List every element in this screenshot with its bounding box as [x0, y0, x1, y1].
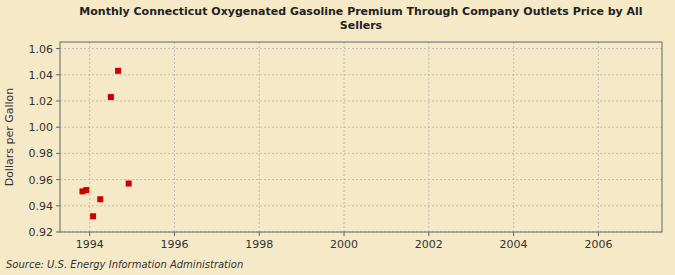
tick-label: 2004 — [500, 238, 528, 251]
grid-line — [60, 205, 662, 206]
tick-label: 0.98 — [29, 147, 54, 160]
tick-label: 2000 — [330, 238, 358, 251]
y-axis: 0.92 0.94 0.96 0.98 1.00 1.02 1.04 1.06 — [29, 43, 61, 239]
tick-label: 2006 — [584, 238, 612, 251]
grid-line — [60, 100, 662, 101]
point — [115, 68, 121, 74]
point — [108, 94, 114, 100]
point — [97, 196, 103, 202]
tick — [56, 48, 60, 49]
grid-line — [89, 42, 90, 232]
tick-label: 0.92 — [29, 226, 54, 239]
tick-label: 2002 — [415, 238, 443, 251]
grid-line — [60, 179, 662, 180]
tick-label: 0.94 — [29, 200, 54, 213]
tick — [174, 232, 175, 236]
tick-label: 1.04 — [29, 69, 54, 82]
grid — [60, 42, 662, 232]
tick-label: 1.06 — [29, 43, 54, 56]
tick — [56, 232, 60, 233]
point — [126, 181, 132, 187]
tick-label: 1998 — [245, 238, 273, 251]
grid-line — [60, 127, 662, 128]
source: Source: U.S. Energy Information Administ… — [6, 259, 243, 270]
title: Monthly Connecticut Oxygenated Gasoline … — [79, 5, 642, 32]
grid-line — [60, 153, 662, 154]
tick — [56, 179, 60, 180]
tick — [428, 232, 429, 236]
points — [79, 68, 131, 219]
tick-label: 1.00 — [29, 121, 54, 134]
tick — [513, 232, 514, 236]
plot-frame — [60, 42, 662, 232]
grid-line — [513, 42, 514, 232]
grid-line — [60, 74, 662, 75]
tick-label: 1994 — [76, 238, 104, 251]
tick — [259, 232, 260, 236]
chart: 1994 1996 1998 2000 2002 2004 2006 0.92 0.94 0.96… — [0, 0, 675, 275]
tick-label: 1996 — [160, 238, 188, 251]
x-axis: 1994 1996 1998 2000 2002 2004 2006 — [76, 232, 613, 251]
grid-line — [598, 42, 599, 232]
tick — [56, 153, 60, 154]
tick — [56, 100, 60, 101]
tick — [598, 232, 599, 236]
grid-line — [60, 48, 662, 49]
tick-label: 1.02 — [29, 95, 54, 108]
background — [0, 0, 675, 275]
grid-line — [259, 42, 260, 232]
grid-line — [344, 42, 345, 232]
tick — [56, 127, 60, 128]
tick — [56, 74, 60, 75]
grid-line — [428, 42, 429, 232]
point — [90, 213, 96, 219]
tick — [56, 205, 60, 206]
tick — [344, 232, 345, 236]
point — [83, 187, 89, 193]
axis-label: Dollars per Gallon — [3, 88, 16, 187]
tick — [89, 232, 90, 236]
tick-label: 0.96 — [29, 174, 54, 187]
grid-line — [174, 42, 175, 232]
